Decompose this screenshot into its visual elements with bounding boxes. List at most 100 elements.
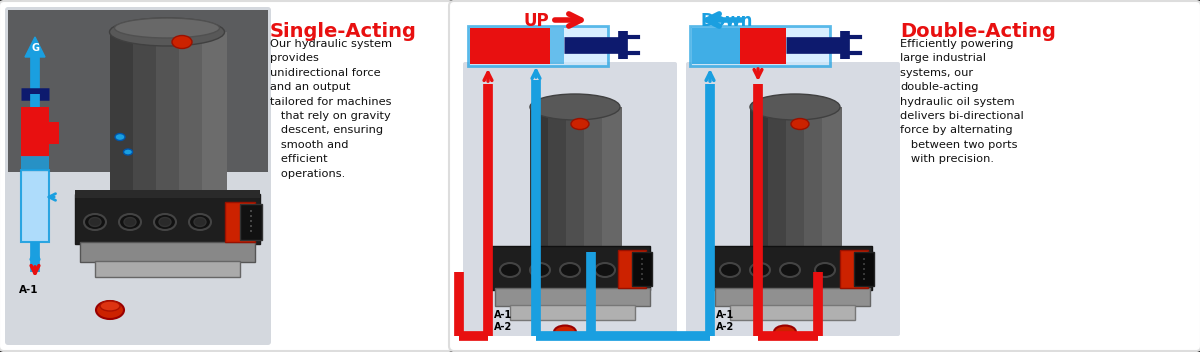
Text: Efficiently powering
large industrial
systems, our
double-acting
hydraulic oil s: Efficiently powering large industrial sy… <box>900 39 1024 164</box>
FancyBboxPatch shape <box>463 62 677 336</box>
Text: A-1: A-1 <box>19 285 38 295</box>
Ellipse shape <box>774 326 796 339</box>
Bar <box>202 32 227 197</box>
FancyBboxPatch shape <box>0 1 454 351</box>
Ellipse shape <box>124 218 136 226</box>
Ellipse shape <box>89 218 101 226</box>
Ellipse shape <box>500 263 520 277</box>
Bar <box>179 32 204 197</box>
Bar <box>95 261 240 277</box>
Bar <box>470 28 550 64</box>
Bar <box>786 107 806 252</box>
Bar <box>740 28 786 64</box>
Ellipse shape <box>100 301 120 311</box>
Bar <box>618 250 646 288</box>
Text: A-1: A-1 <box>716 310 734 320</box>
Bar <box>133 32 158 197</box>
Ellipse shape <box>641 268 643 270</box>
Ellipse shape <box>250 230 252 232</box>
Ellipse shape <box>641 273 643 275</box>
Ellipse shape <box>84 214 106 230</box>
Ellipse shape <box>158 218 172 226</box>
Text: A-2: A-2 <box>494 322 512 332</box>
Polygon shape <box>25 37 46 57</box>
Bar <box>750 107 770 252</box>
Ellipse shape <box>109 18 224 46</box>
Ellipse shape <box>114 18 220 38</box>
Text: G: G <box>31 43 38 53</box>
FancyBboxPatch shape <box>686 62 900 336</box>
Ellipse shape <box>115 133 125 140</box>
Ellipse shape <box>571 119 589 130</box>
Ellipse shape <box>119 214 142 230</box>
Ellipse shape <box>863 273 865 275</box>
Bar <box>468 26 608 66</box>
Ellipse shape <box>554 326 576 339</box>
Bar <box>840 250 868 288</box>
Text: UP: UP <box>523 12 548 30</box>
Ellipse shape <box>595 263 616 277</box>
Ellipse shape <box>641 258 643 260</box>
Bar <box>550 28 564 64</box>
Ellipse shape <box>641 278 643 280</box>
Bar <box>22 107 49 157</box>
Ellipse shape <box>530 263 550 277</box>
Bar <box>496 288 650 306</box>
Ellipse shape <box>124 149 132 155</box>
Ellipse shape <box>720 263 740 277</box>
Bar <box>510 305 635 320</box>
Bar <box>548 107 568 252</box>
Text: A-1: A-1 <box>494 310 512 320</box>
Bar <box>712 246 872 290</box>
Ellipse shape <box>190 214 211 230</box>
Text: Down: Down <box>700 12 752 30</box>
Ellipse shape <box>250 225 252 227</box>
Bar <box>74 194 260 244</box>
Ellipse shape <box>750 94 840 120</box>
Ellipse shape <box>863 258 865 260</box>
Ellipse shape <box>780 263 800 277</box>
Bar <box>156 32 181 197</box>
Ellipse shape <box>815 263 835 277</box>
Bar <box>22 156 49 170</box>
Bar <box>692 28 740 64</box>
Bar <box>110 32 134 197</box>
Bar <box>584 107 604 252</box>
Ellipse shape <box>250 220 252 222</box>
Bar <box>602 107 622 252</box>
Text: Single-Acting: Single-Acting <box>270 22 416 41</box>
Bar <box>632 252 652 286</box>
Ellipse shape <box>560 263 580 277</box>
Text: A-2: A-2 <box>716 322 734 332</box>
Bar <box>715 288 870 306</box>
Bar <box>854 252 874 286</box>
Ellipse shape <box>530 94 620 120</box>
Ellipse shape <box>172 36 192 49</box>
Ellipse shape <box>154 214 176 230</box>
Ellipse shape <box>863 268 865 270</box>
FancyBboxPatch shape <box>5 7 271 345</box>
Ellipse shape <box>750 263 770 277</box>
Bar <box>226 202 256 242</box>
Ellipse shape <box>250 210 252 212</box>
Ellipse shape <box>863 278 865 280</box>
Bar <box>822 107 842 252</box>
Text: Our hydraulic system
provides
unidirectional force
and an output
tailored for ma: Our hydraulic system provides unidirecti… <box>270 39 392 178</box>
Bar <box>690 26 830 66</box>
Bar <box>804 107 824 252</box>
Ellipse shape <box>641 263 643 265</box>
Ellipse shape <box>791 119 809 130</box>
Bar <box>566 107 586 252</box>
Ellipse shape <box>863 263 865 265</box>
Ellipse shape <box>194 218 206 226</box>
Bar <box>240 204 262 240</box>
Bar <box>530 107 550 252</box>
Bar <box>49 122 59 144</box>
FancyBboxPatch shape <box>449 1 1200 351</box>
Bar <box>730 305 854 320</box>
Text: Double-Acting: Double-Acting <box>900 22 1056 41</box>
Bar <box>8 10 268 172</box>
Bar <box>768 107 788 252</box>
Bar <box>490 246 650 290</box>
Bar <box>74 190 260 198</box>
